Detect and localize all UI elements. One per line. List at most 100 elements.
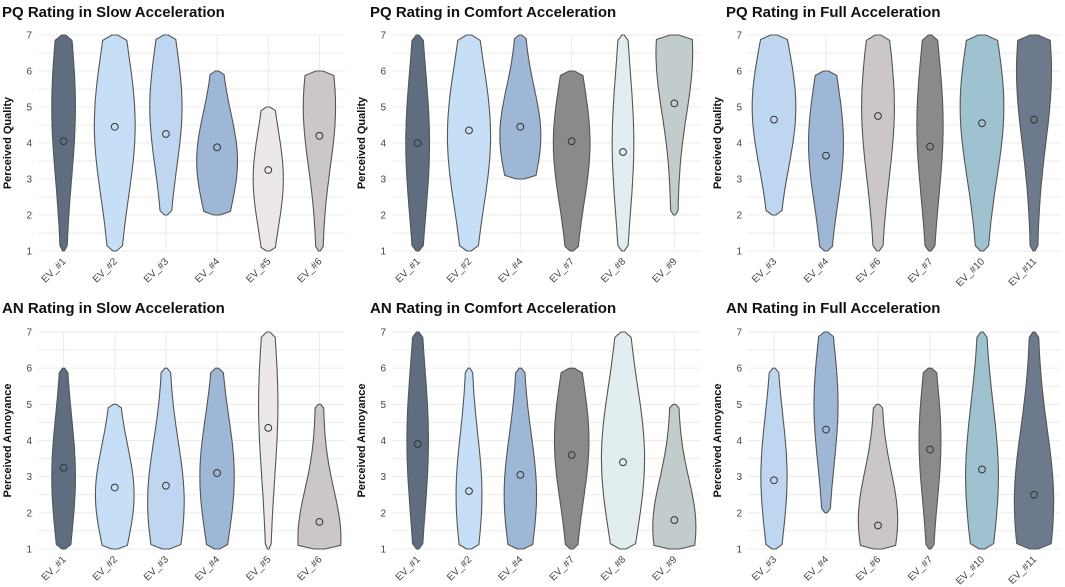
x-tick-label: EV_#11	[1007, 554, 1040, 587]
y-tick-label: 7	[736, 31, 742, 42]
x-tick-label: EV_#1	[394, 554, 423, 583]
x-tick-label: EV_#2	[445, 554, 474, 583]
x-tick-label: EV_#10	[954, 554, 987, 587]
chart-title: AN Rating in Comfort Acceleration	[370, 300, 616, 317]
x-tick-label: EV_#1	[394, 256, 423, 285]
y-tick-label: 1	[26, 247, 32, 258]
violin-ev_4	[807, 70, 845, 252]
violin-ev_4	[503, 367, 538, 550]
violin-ev_10	[959, 34, 1005, 252]
x-tick-label: EV_#2	[91, 256, 120, 285]
x-tick-label: EV_#11	[1007, 256, 1040, 289]
mean-marker	[978, 119, 986, 128]
y-tick-label: 5	[380, 400, 386, 411]
y-tick-label: 2	[736, 211, 742, 222]
violin-ev_6	[297, 403, 342, 550]
y-tick-label: 4	[736, 436, 742, 447]
x-tick-label: EV_#3	[142, 256, 171, 285]
y-tick-label: 6	[26, 67, 32, 78]
violin-ev_10	[965, 331, 999, 550]
violin-ev_9	[652, 403, 697, 550]
x-tick-label: EV_#9	[650, 256, 679, 285]
violin-ev_3	[147, 367, 185, 550]
violin-ev_8	[611, 34, 635, 252]
chart-title: PQ Rating in Comfort Acceleration	[370, 4, 616, 21]
mean-marker	[926, 445, 934, 454]
mean-marker	[874, 521, 882, 530]
violin-ev_5	[252, 106, 284, 252]
y-tick-label: 4	[26, 139, 32, 150]
y-tick-label: 2	[26, 508, 32, 519]
mean-marker	[59, 137, 68, 146]
chart-title: AN Rating in Slow Acceleration	[2, 300, 225, 317]
x-tick-label: EV_#4	[802, 256, 831, 285]
violin-ev_4	[813, 331, 839, 514]
violin-ev_2	[446, 34, 492, 252]
violin-ev_4	[196, 70, 239, 216]
y-tick-label: 7	[736, 328, 742, 339]
y-tick-label: 5	[736, 400, 742, 411]
y-tick-label: 7	[380, 31, 386, 42]
x-tick-label: EV_#5	[244, 256, 273, 285]
y-tick-label: 3	[380, 472, 386, 483]
y-tick-label: 6	[380, 364, 386, 375]
mean-marker	[110, 122, 119, 131]
y-axis-label: Perceived Quality	[2, 96, 14, 189]
y-tick-label: 4	[736, 139, 742, 150]
x-tick-label: EV_#3	[142, 554, 171, 583]
y-tick-label: 3	[26, 175, 32, 186]
violin-ev_7	[552, 70, 591, 252]
mean-marker	[619, 148, 627, 156]
x-tick-label: EV_#4	[193, 256, 222, 285]
y-tick-label: 1	[736, 247, 742, 258]
x-tick-label: EV_#6	[296, 554, 325, 583]
violin-ev_7	[918, 367, 942, 550]
y-tick-label: 2	[26, 211, 32, 222]
mean-marker	[822, 151, 830, 160]
chart-title: AN Rating in Full Acceleration	[726, 300, 940, 317]
violin-ev_3	[149, 34, 183, 216]
y-tick-label: 5	[736, 103, 742, 114]
x-tick-label: EV_#8	[599, 256, 628, 285]
x-tick-label: EV_#7	[548, 256, 577, 285]
x-tick-label: EV_#5	[244, 554, 273, 583]
y-tick-label: 5	[380, 103, 386, 114]
y-tick-label: 4	[380, 436, 386, 447]
y-tick-label: 1	[380, 545, 386, 556]
x-tick-label: EV_#3	[750, 554, 779, 583]
mean-marker	[670, 99, 679, 108]
y-tick-label: 3	[26, 472, 32, 483]
mean-marker	[874, 112, 882, 120]
violin-ev_4	[199, 367, 235, 550]
x-tick-label: EV_#9	[650, 554, 679, 583]
y-tick-label: 2	[380, 508, 386, 519]
chart-panel: AN Rating in Full Acceleration Perceived …	[712, 300, 1060, 587]
mean-marker	[567, 451, 576, 459]
y-tick-label: 1	[380, 247, 386, 258]
mean-marker	[162, 481, 170, 490]
mean-marker	[978, 465, 986, 474]
violin-ev_11	[1015, 34, 1053, 252]
y-tick-label: 7	[380, 328, 386, 339]
y-axis-label: Perceived Annoyance	[356, 384, 368, 498]
y-tick-label: 1	[736, 545, 742, 556]
y-axis-label: Perceived Quality	[356, 96, 368, 189]
mean-marker	[516, 470, 525, 479]
violin-ev_4	[499, 34, 542, 180]
x-tick-label: EV_#7	[906, 554, 935, 583]
y-tick-label: 1	[26, 545, 32, 556]
violin-ev_6	[302, 70, 337, 252]
chart-panel: PQ Rating in Comfort Acceleration Perceiv…	[356, 4, 700, 285]
violin-ev_11	[1013, 331, 1055, 550]
x-tick-label: EV_#10	[954, 256, 987, 289]
mean-marker	[59, 463, 68, 472]
mean-marker	[465, 126, 473, 135]
x-tick-label: EV_#2	[445, 256, 474, 285]
violin-ev_1	[51, 367, 76, 550]
mean-marker	[213, 143, 221, 152]
x-tick-label: EV_#1	[40, 554, 69, 583]
violin-ev_8	[600, 331, 646, 550]
chart-title: PQ Rating in Slow Acceleration	[2, 4, 225, 21]
mean-marker	[670, 516, 679, 524]
y-tick-label: 5	[26, 103, 32, 114]
